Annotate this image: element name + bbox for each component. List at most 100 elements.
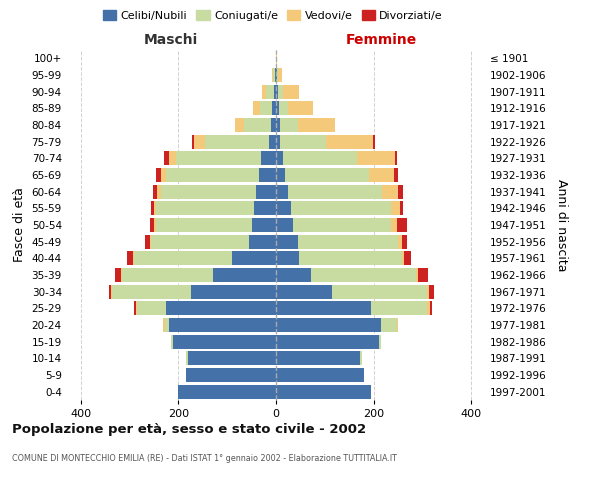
Bar <box>276 218 293 232</box>
Bar <box>276 368 364 382</box>
Bar <box>276 352 360 366</box>
Bar <box>173 334 276 349</box>
Bar <box>269 134 276 149</box>
Bar <box>266 84 274 99</box>
Bar <box>154 184 157 199</box>
Bar <box>394 168 398 182</box>
Bar <box>391 218 397 232</box>
Bar <box>249 234 276 249</box>
Bar <box>360 352 362 366</box>
Bar <box>416 268 418 282</box>
Bar <box>430 301 432 316</box>
Y-axis label: Fasce di età: Fasce di età <box>13 188 26 262</box>
Bar <box>404 251 411 266</box>
Bar <box>154 218 157 232</box>
Bar <box>112 284 191 298</box>
Bar <box>276 251 299 266</box>
Bar <box>430 284 434 298</box>
Bar <box>276 168 285 182</box>
Bar <box>369 168 394 182</box>
Bar <box>157 218 251 232</box>
Bar <box>290 201 391 216</box>
Bar <box>232 251 276 266</box>
Bar <box>194 134 205 149</box>
Bar <box>288 102 313 116</box>
Text: Popolazione per età, sesso e stato civile - 2002: Popolazione per età, sesso e stato civil… <box>12 422 366 436</box>
Bar <box>382 184 398 199</box>
Bar <box>276 334 379 349</box>
Bar <box>164 318 169 332</box>
Bar <box>185 368 276 382</box>
Bar <box>285 168 369 182</box>
Bar <box>109 284 112 298</box>
Bar <box>191 284 276 298</box>
Bar <box>418 268 428 282</box>
Bar <box>188 352 276 366</box>
Bar <box>235 118 244 132</box>
Bar <box>275 68 276 82</box>
Bar <box>134 301 136 316</box>
Bar <box>402 234 407 249</box>
Bar <box>397 318 398 332</box>
Bar <box>298 234 398 249</box>
Bar <box>371 301 427 316</box>
Bar <box>256 184 276 199</box>
Bar <box>276 184 288 199</box>
Bar <box>272 102 276 116</box>
Bar <box>276 284 332 298</box>
Bar <box>276 301 371 316</box>
Bar <box>276 68 277 82</box>
Bar <box>381 318 397 332</box>
Bar <box>151 234 249 249</box>
Bar <box>379 334 380 349</box>
Text: Femmine: Femmine <box>346 32 416 46</box>
Bar <box>276 52 277 66</box>
Bar <box>326 134 373 149</box>
Bar <box>244 118 271 132</box>
Bar <box>276 234 298 249</box>
Bar <box>427 284 430 298</box>
Bar <box>136 301 137 316</box>
Text: Maschi: Maschi <box>144 32 198 46</box>
Bar <box>271 118 276 132</box>
Bar <box>298 118 335 132</box>
Bar <box>134 251 232 266</box>
Bar <box>276 384 371 399</box>
Bar <box>251 218 276 232</box>
Bar <box>151 218 154 232</box>
Bar <box>166 168 259 182</box>
Bar <box>402 251 404 266</box>
Bar <box>157 184 161 199</box>
Bar <box>277 68 278 82</box>
Bar <box>164 152 169 166</box>
Bar <box>299 251 402 266</box>
Y-axis label: Anni di nascita: Anni di nascita <box>555 179 568 271</box>
Bar <box>262 152 276 166</box>
Bar <box>278 68 282 82</box>
Bar <box>260 102 272 116</box>
Bar <box>161 184 256 199</box>
Bar <box>283 84 299 99</box>
Bar <box>171 334 173 349</box>
Bar <box>137 301 166 316</box>
Bar <box>274 84 276 99</box>
Bar <box>398 234 402 249</box>
Bar <box>154 201 157 216</box>
Bar <box>276 201 290 216</box>
Bar <box>278 84 283 99</box>
Bar <box>115 268 121 282</box>
Bar <box>276 318 381 332</box>
Bar <box>391 201 400 216</box>
Bar <box>151 201 154 216</box>
Bar <box>276 152 283 166</box>
Bar <box>121 268 122 282</box>
Bar <box>161 168 166 182</box>
Bar <box>186 352 188 366</box>
Bar <box>380 334 382 349</box>
Bar <box>332 284 427 298</box>
Bar <box>254 201 276 216</box>
Bar <box>276 268 311 282</box>
Bar <box>373 134 375 149</box>
Bar <box>397 218 407 232</box>
Bar <box>176 152 262 166</box>
